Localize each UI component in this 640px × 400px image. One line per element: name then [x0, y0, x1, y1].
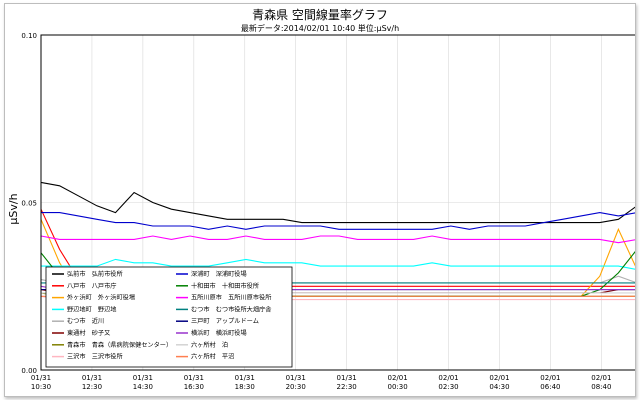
x-tick-date: 01/31 [133, 374, 153, 382]
legend-label-10: 五所川原市 五所川原市役所 [191, 294, 271, 302]
x-ticks: 01/3110:3001/3112:3001/3114:3001/3116:30… [31, 374, 612, 391]
grid [41, 35, 635, 370]
x-tick-time: 08:40 [591, 383, 611, 391]
legend-label-5: 東通村 砂子又 [67, 329, 110, 337]
x-tick-time: 20:30 [286, 383, 306, 391]
legend-label-15: 六ヶ所村 平沼 [191, 353, 234, 361]
chart-frame: 青森県 空間線量率グラフ 最新データ:2014/02/01 10:40 単位:μ… [4, 3, 636, 397]
x-tick-date: 02/01 [591, 374, 611, 382]
y-axis-label: μSv/h [7, 193, 20, 224]
x-tick-time: 06:40 [540, 383, 560, 391]
legend-label-7: 三沢市 三沢市役所 [67, 353, 123, 361]
y-ticks: 0.00 0.05 0.10 [21, 32, 37, 375]
x-tick-date: 02/01 [489, 374, 509, 382]
chart-title: 青森県 空間線量率グラフ [252, 7, 388, 22]
y-tick-label: 0.10 [21, 32, 37, 40]
legend-label-9: 十和田市 十和田市役所 [191, 282, 259, 290]
x-tick-time: 14:30 [133, 383, 153, 391]
legend-label-6: 青森市 青森（県病院保健センター） [67, 341, 172, 349]
series-line-0 [40, 181, 635, 224]
legend-label-1: 八戸市 八戸市庁 [67, 282, 117, 290]
chart-subtitle: 最新データ:2014/02/01 10:40 単位:μSv/h [241, 23, 399, 33]
x-tick-time: 02:30 [438, 383, 458, 391]
y-tick-label: 0.05 [21, 200, 37, 208]
legend-label-0: 弘前市 弘前市役所 [67, 270, 123, 278]
x-tick-time: 00:30 [387, 383, 407, 391]
series-line-10 [40, 235, 635, 244]
legend-label-4: むつ市 近川 [67, 317, 104, 325]
chart-svg: 青森県 空間線量率グラフ 最新データ:2014/02/01 10:40 単位:μ… [7, 7, 635, 391]
legend-box [45, 266, 293, 368]
legend-label-14: 六ヶ所村 泊 [191, 341, 228, 349]
x-tick-date: 01/31 [286, 374, 306, 382]
legend-label-8: 深浦町 深浦町役場 [191, 270, 247, 278]
legend-label-2: 外ヶ浜町 外ヶ浜町役場 [67, 294, 135, 302]
x-tick-date: 02/01 [438, 374, 458, 382]
x-tick-date: 02/01 [387, 374, 407, 382]
x-tick-date: 01/31 [184, 374, 204, 382]
x-tick-date: 01/31 [82, 374, 102, 382]
series-line-3 [41, 258, 635, 270]
x-tick-time: 16:30 [184, 383, 204, 391]
legend-label-11: むつ市 むつ市役所大畑庁舎 [191, 305, 271, 313]
x-tick-time: 12:30 [82, 383, 102, 391]
y-tick-label: 0.00 [21, 367, 37, 375]
x-tick-date: 02/01 [540, 374, 560, 382]
legend-label-3: 野辺地町 野辺地 [67, 305, 117, 313]
x-tick-time: 22:30 [337, 383, 357, 391]
x-tick-time: 10:30 [31, 383, 51, 391]
series-line-8 [41, 212, 635, 230]
x-tick-date: 01/31 [235, 374, 255, 382]
x-tick-time: 04:30 [489, 383, 509, 391]
legend-label-13: 横浜町 横浜町役場 [191, 329, 247, 337]
plot-border [40, 34, 635, 371]
x-tick-time: 18:30 [235, 383, 255, 391]
x-tick-date: 01/31 [337, 374, 357, 382]
legend-label-12: 三戸町 アップルドーム [191, 318, 259, 325]
x-tick-date: 01/31 [31, 374, 51, 382]
